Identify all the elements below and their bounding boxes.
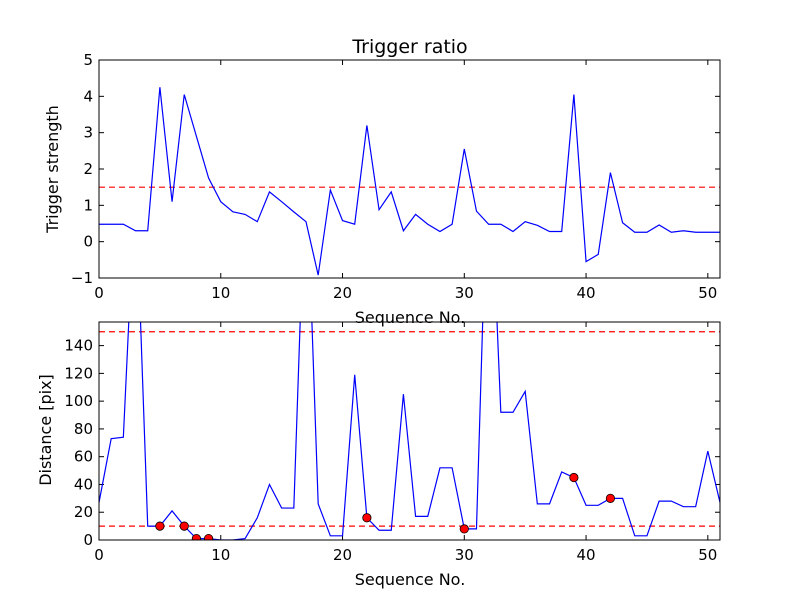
plot-frame (98, 321, 721, 541)
y-tick-label: 5 (83, 51, 93, 69)
y-tick-label: 140 (64, 337, 93, 355)
tick-layer: 0 10 20 30 40 50 0 20 40 60 80 100 120 140 (64, 322, 720, 564)
y-tick-label: 40 (74, 475, 93, 493)
x-tick-label: 10 (211, 284, 230, 302)
y-tick-label: 3 (83, 124, 93, 142)
y-tick-label: 4 (83, 87, 93, 105)
series-line (99, 87, 720, 276)
y-tick-label: 120 (64, 364, 93, 382)
y-tick-label: 1 (83, 196, 93, 214)
highlight-layer (155, 472, 616, 540)
highlight-point (179, 521, 189, 531)
y-tick-label: 2 (83, 160, 93, 178)
x-tick-label: 30 (455, 546, 474, 564)
y-tick-label: −1 (71, 269, 93, 287)
highlight-point (569, 472, 579, 483)
distance-chart: Sequence No. Distance [pix] 0 10 20 30 40 500… (36, 321, 721, 589)
highlight-point (203, 534, 214, 540)
x-axis-label: Sequence No. (355, 308, 466, 327)
x-tick-label: 30 (455, 284, 474, 302)
y-tick-label: 60 (74, 448, 93, 466)
y-axis-label: Trigger strength (43, 105, 62, 234)
y-tick-label: 0 (83, 233, 93, 251)
highlight-point (155, 521, 165, 531)
x-tick-label: 40 (577, 546, 596, 564)
y-tick-label: 0 (83, 531, 93, 549)
plot-frame (98, 59, 721, 279)
highlight-point (191, 534, 202, 540)
x-tick-label: 10 (211, 546, 230, 564)
highlight-point (605, 493, 616, 503)
trigger-ratio-chart: Trigger ratio Sequence No. Trigger stren… (43, 36, 721, 327)
highlight-point (362, 513, 372, 523)
x-tick-label: 0 (94, 546, 104, 564)
highlight-point (459, 524, 469, 534)
x-tick-label: 50 (698, 546, 717, 564)
y-axis-label: Distance [pix] (36, 374, 55, 486)
x-tick-label: 40 (577, 284, 596, 302)
chart-title: Trigger ratio (351, 36, 467, 58)
y-tick-label: 20 (74, 503, 93, 521)
y-tick-label: 80 (74, 420, 93, 438)
x-tick-label: 0 (94, 284, 104, 302)
series-layer (99, 322, 720, 540)
series-line (99, 322, 720, 540)
x-tick-label: 20 (333, 284, 352, 302)
y-tick-label: 100 (64, 392, 93, 410)
series-layer (99, 87, 720, 276)
x-axis-label: Sequence No. (355, 570, 466, 589)
reference-line-layer (99, 331, 720, 527)
x-tick-label: 20 (333, 546, 352, 564)
x-tick-label: 50 (698, 284, 717, 302)
